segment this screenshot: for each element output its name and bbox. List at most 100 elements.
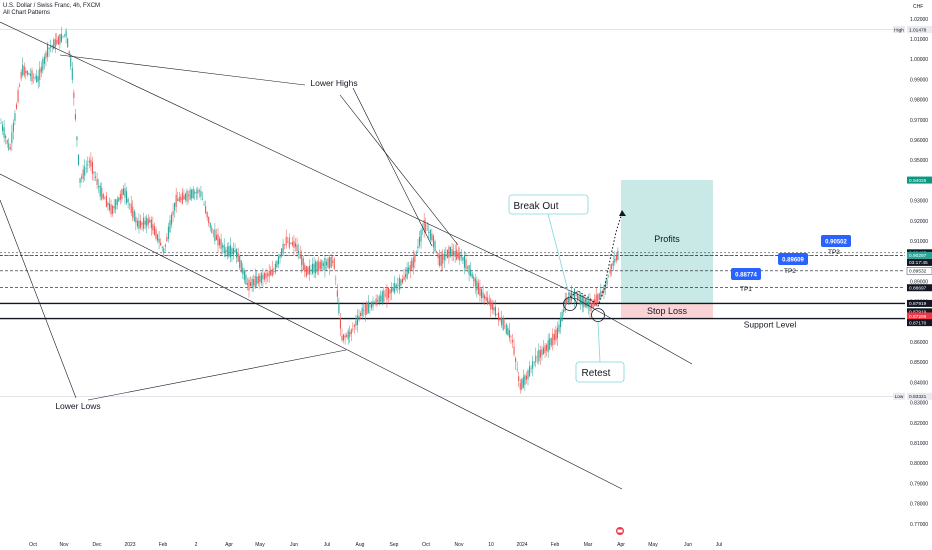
lower-lows-label: Lower Lows [55, 401, 100, 411]
candle-body [53, 39, 55, 50]
price-tag-bg [907, 251, 932, 259]
candle-body [457, 252, 459, 259]
candle-body [133, 210, 135, 221]
candle-body [426, 229, 428, 231]
candle-body [542, 347, 545, 355]
candle-body [220, 239, 222, 250]
candle-body [321, 260, 323, 270]
stop-loss-label: Stop Loss [647, 306, 688, 316]
candle-body [530, 368, 532, 369]
candle-body [110, 204, 112, 215]
candle-body [488, 301, 490, 305]
candle-body [74, 114, 76, 120]
candle-body [0, 122, 2, 124]
candle-body [121, 189, 123, 200]
candle-body [463, 255, 465, 268]
candle-body [436, 250, 438, 252]
trade-zones: Profits Stop Loss [621, 180, 713, 319]
candle-body [356, 315, 359, 326]
candle-body [511, 340, 514, 343]
candle-body [257, 276, 259, 284]
candle-body [378, 296, 380, 303]
price-tag-caption: High [894, 27, 904, 33]
candle-body [14, 113, 16, 121]
candle-body [312, 263, 314, 274]
time-tick-label: Nov [60, 542, 69, 548]
candle-body [189, 189, 191, 200]
candle-body [606, 279, 608, 285]
price-tick-label: 0.85000 [910, 360, 928, 366]
candle-body [67, 38, 69, 48]
time-axis: Oct Nov Dec 2023 Feb 2 Apr May Jun Jul Aug Sep Oct No… [29, 527, 722, 548]
candle-body [487, 297, 489, 305]
candle-body [77, 154, 80, 165]
time-tick-label: Jun [290, 542, 298, 548]
candle-body [304, 264, 306, 272]
time-tick-label: May [648, 542, 658, 548]
candle-body [239, 256, 241, 268]
candle-body [494, 306, 496, 316]
candle-body [524, 375, 526, 385]
candle-body [395, 284, 397, 289]
candle-body [19, 85, 21, 87]
candle-body [570, 292, 572, 301]
candle-body [423, 219, 425, 231]
event-marker-inner [617, 529, 623, 533]
candle-body [594, 299, 596, 306]
candle-body [353, 325, 355, 327]
candle-body [192, 188, 194, 199]
candle-body [504, 326, 506, 327]
target-name-1: TP1 [740, 286, 752, 293]
candle-body [68, 51, 70, 55]
candle-body [177, 199, 179, 201]
candle-body [160, 242, 162, 246]
candle-body [31, 70, 33, 82]
candle-body [398, 277, 400, 290]
candle-body [42, 59, 44, 71]
candle-body [6, 139, 8, 144]
candle-body [586, 299, 588, 308]
candle-body [349, 331, 351, 337]
candle-body [119, 193, 121, 200]
candle-body [536, 356, 538, 358]
candle-body [288, 237, 290, 248]
candle-body [456, 249, 458, 260]
candle-body [360, 313, 362, 316]
candle-body [460, 256, 462, 258]
candle-body [279, 254, 281, 259]
candle-body [48, 47, 50, 50]
upper-channel-line [0, 21, 595, 303]
price-tag-value: 0.83321 [909, 394, 927, 400]
candle-body [566, 297, 568, 305]
candle-body [194, 191, 196, 194]
candle-body [587, 301, 589, 307]
candle-body [93, 171, 95, 174]
candle-body [480, 289, 483, 298]
candle-body [477, 282, 479, 295]
candle-body [256, 276, 258, 285]
target-value-1: 0.88774 [735, 273, 757, 279]
candle-body [22, 64, 24, 76]
candle-body [307, 267, 309, 275]
time-tick-label: Jul [716, 542, 722, 548]
candle-body [589, 298, 591, 311]
candle-body [485, 296, 487, 301]
candle-body [381, 291, 383, 303]
candle-body [442, 253, 444, 264]
candle-body [549, 338, 551, 350]
target-value-box-1 [731, 268, 761, 280]
candle-body [206, 212, 208, 218]
candle-body [468, 265, 470, 275]
candle-body [144, 220, 146, 225]
candle-body [518, 376, 520, 382]
candle-body [397, 284, 399, 286]
candle-body [240, 260, 242, 273]
candle-body [5, 136, 7, 139]
candle-body [611, 263, 613, 270]
candle-body [325, 261, 328, 266]
price-tick-label: 0.97000 [910, 118, 928, 124]
candle-body [414, 254, 416, 263]
candle-body [327, 258, 329, 268]
candle-body [597, 294, 599, 303]
